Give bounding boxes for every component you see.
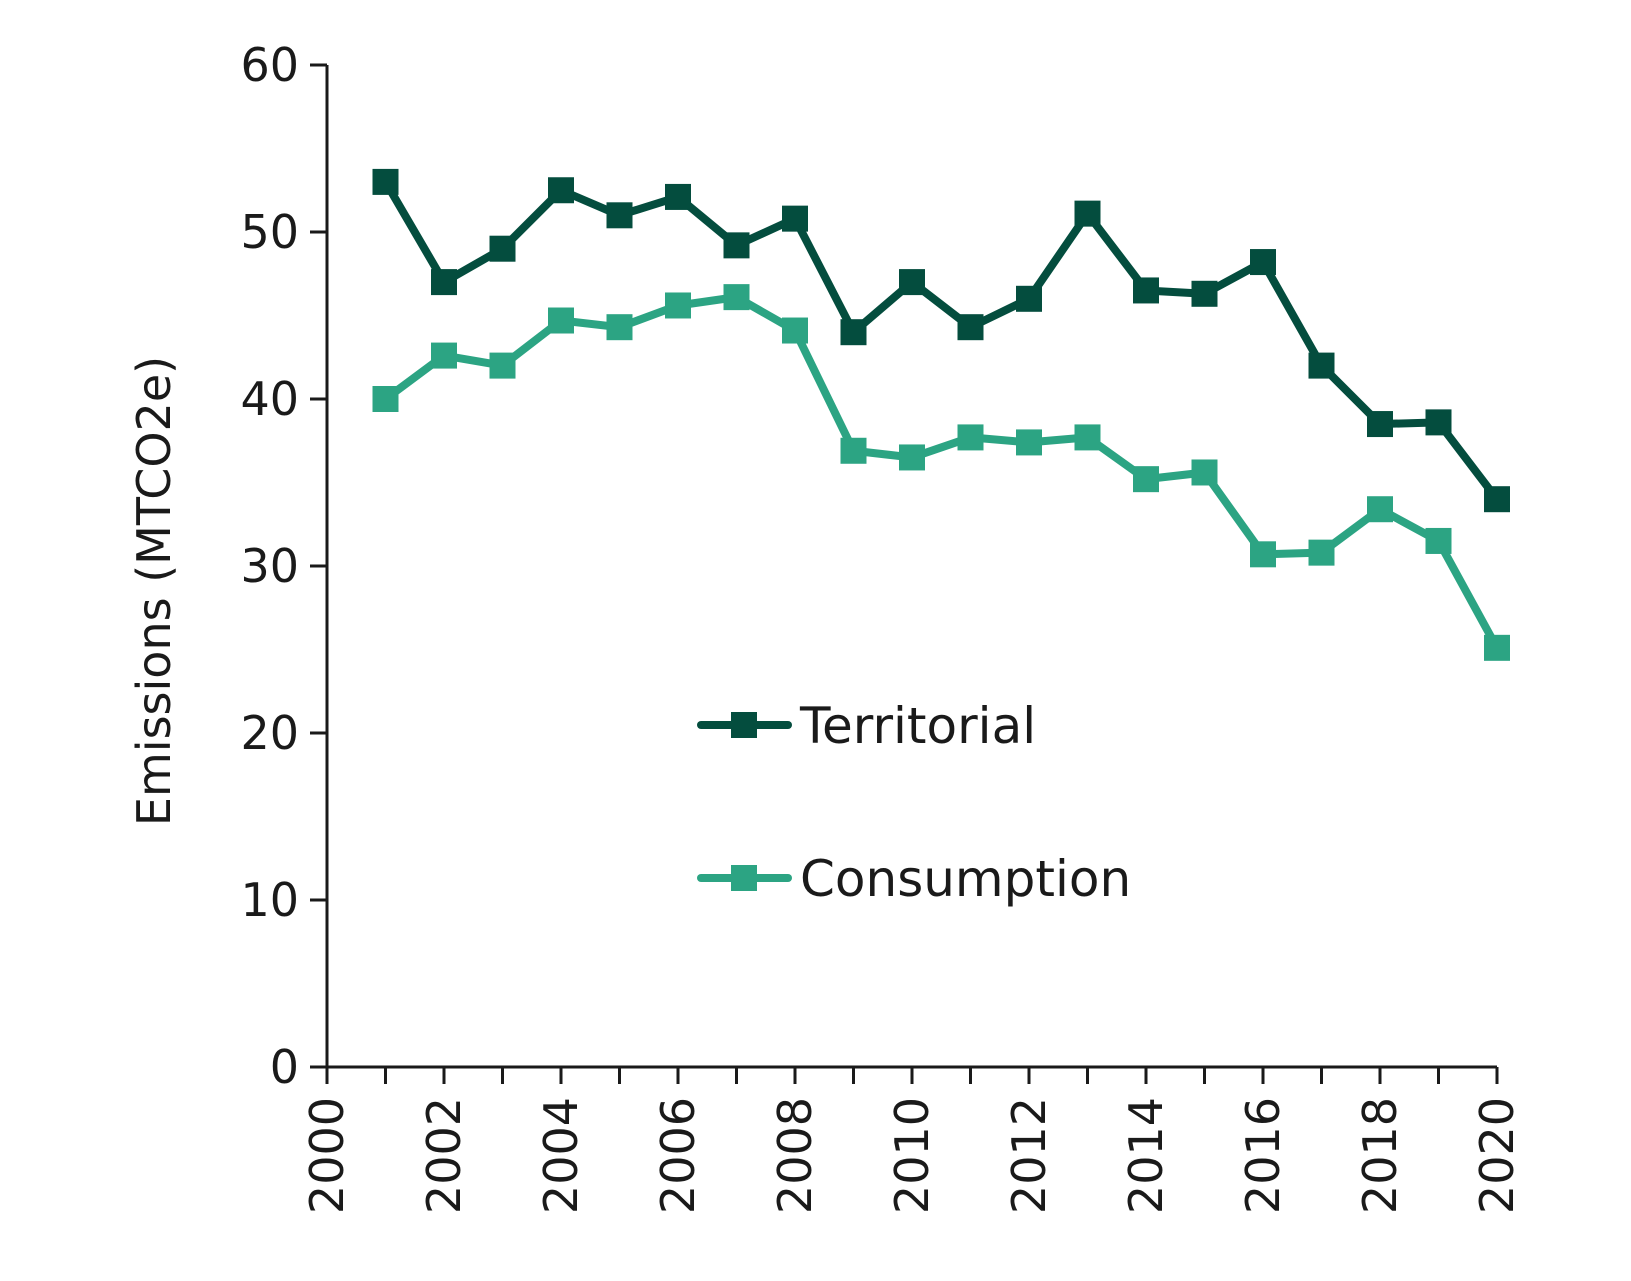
x-tick-label: 2004 <box>534 1097 588 1214</box>
x-axis-ticks: 2000 2002 2004 2006 2008 2010 2012 2014 2016 2018… <box>300 1067 1524 1214</box>
x-tick-label: 2006 <box>651 1097 705 1214</box>
y-tick-label: 10 <box>240 873 299 927</box>
data-point-consumption <box>1308 539 1335 566</box>
data-point-consumption <box>723 284 750 311</box>
legend: Territorial Consumption <box>697 697 1131 908</box>
data-point-territorial <box>782 205 808 232</box>
x-tick-label: 2008 <box>768 1097 822 1214</box>
y-axis-title: Emissions (MTCO2e) <box>127 356 181 826</box>
data-point-consumption <box>1484 634 1510 661</box>
data-point-consumption <box>372 386 399 412</box>
x-tick-label: 2016 <box>1236 1097 1290 1214</box>
data-point-territorial <box>723 232 750 259</box>
data-point-territorial <box>489 235 516 262</box>
y-tick-label: 40 <box>240 372 299 426</box>
data-point-territorial <box>899 269 925 296</box>
legend-marker-swatch <box>731 712 757 738</box>
data-point-consumption <box>1133 466 1159 493</box>
data-point-consumption <box>782 317 808 344</box>
legend-marker-swatch <box>731 865 757 891</box>
series-consumption <box>372 284 1510 661</box>
y-tick-label: 20 <box>240 706 299 760</box>
data-point-consumption <box>1250 541 1276 568</box>
data-point-territorial <box>431 269 457 296</box>
x-tick-label: 2018 <box>1353 1097 1407 1214</box>
data-point-consumption <box>1191 459 1218 486</box>
data-point-consumption <box>1074 424 1101 451</box>
data-point-consumption <box>840 437 867 464</box>
data-point-territorial <box>606 202 633 229</box>
series-territorial <box>372 168 1510 513</box>
data-point-consumption <box>431 342 457 369</box>
y-tick-label: 50 <box>240 205 299 259</box>
data-point-territorial <box>372 168 399 195</box>
data-point-territorial <box>1367 411 1393 438</box>
data-point-territorial <box>1308 352 1335 379</box>
data-point-territorial <box>957 314 984 341</box>
series-line-consumption <box>381 293 1501 652</box>
x-tick-label: 2020 <box>1470 1097 1524 1214</box>
y-tick-label: 30 <box>240 539 299 593</box>
data-point-consumption <box>957 424 984 451</box>
x-tick-label: 2014 <box>1119 1097 1173 1214</box>
data-point-territorial <box>1191 280 1218 307</box>
y-tick-label: 60 <box>240 38 299 92</box>
data-point-territorial <box>1425 409 1452 436</box>
x-tick-label: 2002 <box>417 1097 471 1214</box>
legend-label: Consumption <box>800 850 1131 908</box>
series-group <box>372 168 1510 661</box>
data-point-territorial <box>1133 277 1159 304</box>
data-point-consumption <box>665 292 691 319</box>
data-point-consumption <box>1425 527 1452 554</box>
data-point-consumption <box>606 314 633 341</box>
data-point-territorial <box>1484 486 1510 513</box>
axes <box>325 65 1497 1069</box>
data-point-territorial <box>1074 200 1101 227</box>
data-point-territorial <box>665 183 691 210</box>
data-point-territorial <box>840 319 867 346</box>
data-point-consumption <box>1367 496 1393 523</box>
x-tick-label: 2012 <box>1002 1097 1056 1214</box>
data-point-territorial <box>1016 285 1042 312</box>
y-axis-ticks: 0 10 20 30 40 50 60 <box>240 38 327 1094</box>
x-tick-label: 2000 <box>300 1097 354 1214</box>
data-point-consumption <box>1016 429 1042 456</box>
data-point-consumption <box>489 352 516 379</box>
x-tick-label: 2010 <box>885 1097 939 1214</box>
legend-item-territorial: Territorial <box>697 697 1036 755</box>
data-point-territorial <box>548 177 574 204</box>
legend-label: Territorial <box>799 697 1036 755</box>
y-tick-label: 0 <box>270 1040 299 1094</box>
legend-item-consumption: Consumption <box>697 850 1131 908</box>
data-point-consumption <box>899 444 925 471</box>
data-point-consumption <box>548 307 574 334</box>
data-point-territorial <box>1250 249 1276 276</box>
